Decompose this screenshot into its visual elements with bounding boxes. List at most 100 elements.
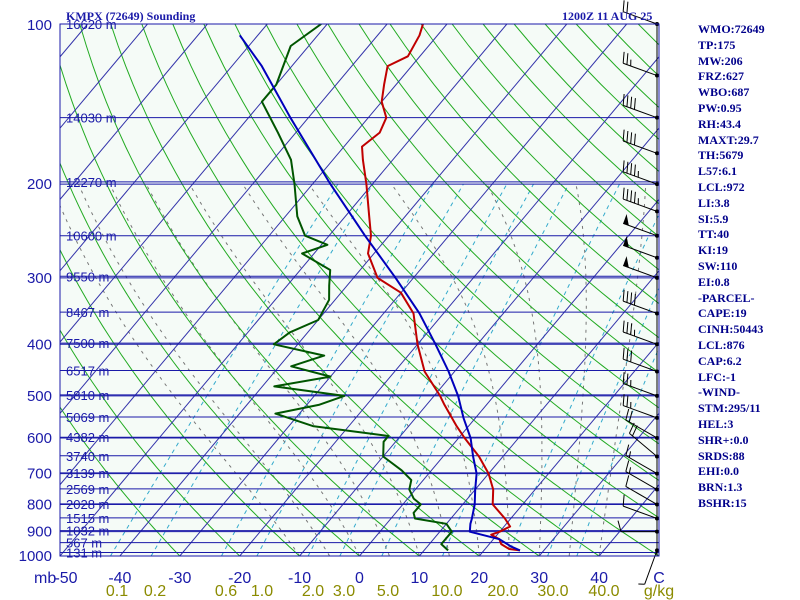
valid-time: 1200Z 11 AUG 25 [562,9,652,23]
mixing-ratio-label: 20.0 [487,583,518,600]
height-label: 14030 m [66,111,117,126]
mixing-ratio-label: 0.6 [215,583,237,600]
height-label: 16620 m [66,17,117,32]
moist-adiabat [60,204,301,556]
isotherm [0,24,28,556]
axis-labels: KMPX (72649) Sounding 1200Z 11 AUG 25 10… [19,9,675,600]
wind-barbs [617,0,659,585]
wind-barb-staff [625,455,658,475]
dry-adiabat [60,248,300,556]
pressure-axis-unit: mb [34,570,56,587]
isotherm [419,269,659,556]
index-line: LCL:972 [698,179,745,194]
pressure-tick-label: 300 [27,270,52,287]
moist-adiabat [486,183,543,556]
height-label: 10600 m [66,229,117,244]
wind-barb [622,129,659,156]
mixing-ratio-line [221,183,434,556]
mixing-ratio-label: 5.0 [377,583,399,600]
height-label: 131 m [66,546,102,561]
index-line: KI:19 [698,243,728,258]
height-label: 5069 m [66,410,109,425]
wind-barb-feather [625,408,630,421]
wind-barb [623,236,659,260]
wind-barb-feather [633,191,636,204]
height-label: 2569 m [66,482,109,497]
wind-barb-feather [626,161,629,174]
wind-barb-feather [625,444,630,456]
index-line: L57:6.1 [698,164,737,179]
temperature-tick-label: 10 [411,570,429,587]
wind-barb [625,408,659,440]
wind-barb-feather [626,349,629,361]
wind-barb-feather [622,129,625,142]
mixing-ratio-label: 30.0 [537,583,568,600]
isotherm [60,24,268,272]
index-line: RH:43.4 [698,116,741,131]
wind-barb-feather [630,132,633,144]
wind-barb-feather [630,350,633,362]
wind-barb-staff [625,471,658,490]
wind-barb [622,372,659,398]
index-line: HEL:3 [698,416,734,431]
wind-barb-feather [622,494,625,507]
wind-barb [622,160,659,187]
wind-barb-half-feather [628,451,632,458]
wind-barb-feather [622,93,625,106]
mixing-ratio-label: 0.2 [144,583,166,600]
wind-barb-feather [622,160,625,172]
wind-barb-feather [625,460,630,472]
height-label: 9550 m [66,269,109,284]
wind-barb [617,520,659,534]
wind-barb [622,289,659,316]
wind-barb-feather [630,292,633,304]
wind-barb-staff [629,432,658,457]
index-line: BRN:1.3 [698,480,743,495]
index-line: WMO:72649 [698,22,765,36]
isotherm [239,56,659,556]
temperature-tick-label: 0 [355,570,364,587]
dry-adiabat [60,406,181,556]
height-label: 5810 m [66,388,109,403]
wind-barb [622,347,659,374]
wind-barb-pennant [623,236,629,248]
sounding-traces [238,24,521,552]
index-line: WBO:687 [698,85,750,100]
station-title: KMPX (72649) Sounding [66,9,195,23]
height-label: 2028 m [66,497,109,512]
wind-barb-staff [623,300,658,314]
moist-adiabat [568,183,587,556]
wind-barb [622,187,659,214]
wind-barb-staff [625,419,658,439]
isotherm [119,24,568,556]
wind-barb-feather [626,321,629,334]
isotherm [60,24,328,343]
wind-barb [625,460,659,492]
wind-barb-feather [622,187,625,200]
mixing-ratio-label: 10.0 [431,583,462,600]
wind-barb-staff [623,405,658,419]
temperature-tick-label: -50 [54,570,77,587]
wind-barb-feather [622,320,625,333]
index-line: FRZ:627 [698,69,744,84]
index-line: LFC:-1 [698,369,736,384]
index-line: STM:295/11 [698,401,761,416]
wind-barb [623,213,659,238]
height-label: 8467 m [66,305,109,320]
isotherm [538,412,659,556]
wind-barb-staff [623,331,658,345]
wind-barb-feather [626,189,629,201]
wind-barb-feather [633,293,636,306]
index-line: EHI:0.0 [698,464,740,479]
wind-barb-feather [626,53,629,65]
wind-barb-staff [623,140,658,154]
isotherm [60,24,148,129]
wind-barb-feather [633,164,636,176]
wind-barb-pennant [623,213,629,226]
wind-barb-feather [622,347,625,360]
wind-barb [625,444,659,476]
temperature-trace [361,24,521,552]
index-line: CAP:6.2 [698,353,742,368]
index-line: SI:5.9 [698,211,729,226]
